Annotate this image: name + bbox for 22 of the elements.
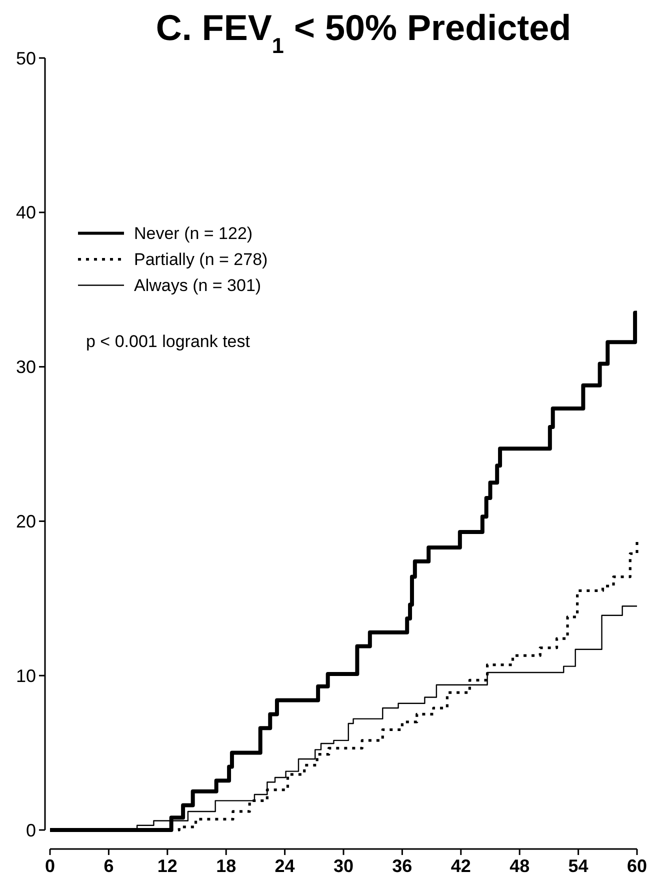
legend-label: Always (n = 301) (134, 276, 262, 296)
y-tick-label: 40 (16, 202, 36, 223)
y-tick-label: 30 (16, 357, 36, 378)
chart-title: C. FEV$_{1}$ < 50% Predicted (156, 7, 572, 58)
y-tick-label: 50 (16, 48, 36, 68)
x-tick-label: 30 (333, 856, 354, 876)
x-tick-label: 0 (44, 856, 56, 876)
legend-label: Never (n = 122) (134, 224, 253, 244)
x-tick-label: 60 (626, 856, 648, 876)
x-tick-label: 18 (216, 856, 236, 876)
y-tick-label: 0 (26, 820, 36, 840)
y-tick-label: 20 (16, 512, 36, 532)
x-tick-label: 36 (392, 856, 412, 876)
y-tick-label: 10 (16, 666, 36, 686)
legend-label: Partially (n = 278) (134, 250, 268, 270)
x-tick-label: 54 (568, 856, 588, 876)
x-tick-label: 6 (104, 856, 114, 876)
x-tick-label: 42 (450, 856, 471, 876)
x-tick-label: 12 (157, 856, 178, 876)
annotation: p < 0.001 logrank test (86, 332, 250, 352)
x-tick-label: 48 (510, 856, 530, 876)
x-tick-label: 24 (274, 856, 295, 876)
